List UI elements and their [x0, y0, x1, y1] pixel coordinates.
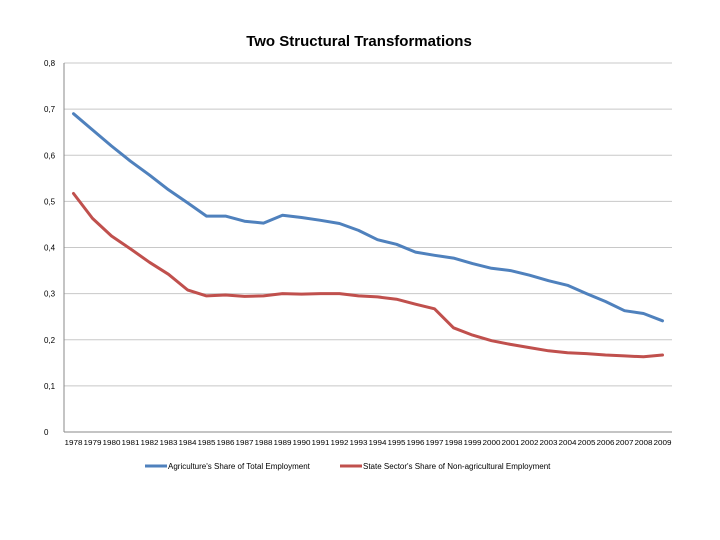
- x-tick-label: 1989: [274, 440, 292, 447]
- series-line-1: [72, 112, 664, 323]
- x-tick-label: 1999: [464, 440, 482, 447]
- x-tick-label: 2003: [540, 440, 558, 447]
- y-tick-label: 0,7: [44, 105, 56, 114]
- y-axis-ticks: 0 0,1 0,2 0,3 0,4 0,5 0,6 0,7 0,8: [44, 59, 56, 437]
- x-tick-label: 2002: [521, 440, 539, 447]
- y-tick-label: 0: [44, 428, 49, 437]
- x-tick-label: 1980: [103, 440, 121, 447]
- y-tick-label: 0,2: [44, 336, 56, 345]
- x-tick-label: 1986: [217, 440, 235, 447]
- x-tick-label: 2008: [635, 440, 653, 447]
- x-tick-label: 1979: [84, 440, 102, 447]
- x-tick-label: 1978: [65, 440, 83, 447]
- x-tick-label: 1993: [350, 440, 368, 447]
- legend-item-2: State Sector's Share of Non-agricultural…: [340, 462, 551, 471]
- y-tick-label: 0,6: [44, 151, 56, 160]
- x-tick-label: 2009: [654, 440, 672, 447]
- y-tick-label: 0,1: [44, 382, 56, 391]
- x-tick-label: 1991: [312, 440, 330, 447]
- chart-title: Two Structural Transformations: [246, 33, 472, 50]
- y-tick-label: 0,8: [44, 59, 56, 68]
- x-tick-label: 1988: [255, 440, 273, 447]
- x-tick-label: 1984: [179, 440, 197, 447]
- x-tick-label: 1996: [407, 440, 425, 447]
- x-tick-label: 1995: [388, 440, 406, 447]
- x-tick-label: 2005: [578, 440, 596, 447]
- x-tick-label: 1985: [198, 440, 216, 447]
- x-tick-label: 2006: [597, 440, 615, 447]
- series-line-2: [72, 192, 664, 359]
- y-tick-label: 0,4: [44, 244, 56, 253]
- legend: Agriculture's Share of Total Employment S…: [145, 462, 551, 471]
- x-tick-label: 1982: [141, 440, 159, 447]
- x-tick-label: 2001: [502, 440, 520, 447]
- x-tick-label: 2004: [559, 440, 577, 447]
- x-tick-label: 2007: [616, 440, 634, 447]
- x-tick-label: 1990: [293, 440, 311, 447]
- gridlines: [63, 62, 672, 433]
- x-tick-label: 1997: [426, 440, 444, 447]
- legend-label: State Sector's Share of Non-agricultural…: [363, 462, 551, 471]
- legend-item-1: Agriculture's Share of Total Employment: [145, 462, 311, 471]
- x-tick-label: 1992: [331, 440, 349, 447]
- x-tick-label: 1983: [160, 440, 178, 447]
- x-tick-label: 1981: [122, 440, 140, 447]
- x-tick-label: 2000: [483, 440, 501, 447]
- series-lines: [72, 112, 664, 359]
- x-axis-ticks: 1978 1979 1980 1981 1982 1983 1984 1985 1986 1987…: [65, 440, 672, 447]
- legend-label: Agriculture's Share of Total Employment: [168, 462, 311, 471]
- x-tick-label: 1998: [445, 440, 463, 447]
- y-tick-label: 0,5: [44, 197, 56, 206]
- x-tick-label: 1987: [236, 440, 254, 447]
- y-tick-label: 0,3: [44, 290, 56, 299]
- x-tick-label: 1994: [369, 440, 387, 447]
